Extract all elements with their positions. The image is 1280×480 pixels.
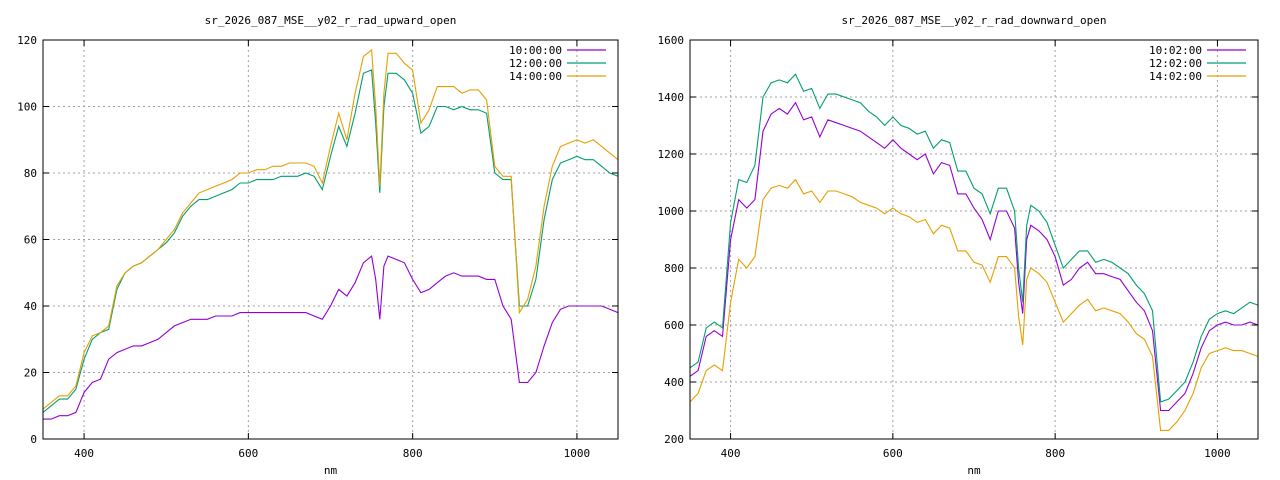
x-axis-label: nm — [324, 464, 338, 477]
y-tick-label: 120 — [17, 34, 37, 47]
x-tick-label: 400 — [721, 447, 741, 460]
series-line-14:02:00 — [689, 178, 1259, 431]
y-tick-label: 60 — [24, 234, 37, 247]
y-tick-label: 800 — [664, 262, 684, 275]
x-tick-label: 400 — [74, 447, 94, 460]
y-tick-label: 400 — [664, 376, 684, 389]
y-tick-label: 80 — [24, 167, 37, 180]
plot-frame — [689, 39, 1259, 440]
chart-title: sr_2026_087_MSE__y02_r_rad_upward_open — [205, 14, 457, 27]
y-tick-label: 0 — [30, 433, 37, 446]
series-line-10:00:00 — [43, 255, 619, 420]
y-tick-label: 100 — [17, 101, 37, 114]
series-line-12:00:00 — [42, 69, 619, 413]
legend-label: 10:00:00 — [509, 44, 562, 57]
y-tick-label: 600 — [664, 319, 684, 332]
downward-chart-panel: 400 600 800 1000 200 400 600 800 1000 1200 1400 160… — [658, 14, 1259, 477]
x-tick-label: 800 — [1045, 447, 1065, 460]
legend-label: 12:00:00 — [509, 57, 562, 70]
series-line-12:02:00 — [689, 73, 1259, 403]
y-tick-label: 200 — [664, 433, 684, 446]
y-tick-label: 1200 — [658, 148, 685, 161]
legend-label: 14:02:00 — [1149, 70, 1202, 83]
y-tick-label: 1400 — [658, 91, 685, 104]
x-axis-label: nm — [967, 464, 981, 477]
legend-label: 12:02:00 — [1149, 57, 1202, 70]
x-tick-label: 1000 — [1204, 447, 1231, 460]
chart-title: sr_2026_087_MSE__y02_r_rad_downward_open — [842, 14, 1107, 27]
legend-label: 14:00:00 — [509, 70, 562, 83]
series-line-14:00:00 — [42, 48, 619, 410]
upward-chart-panel: 400 600 800 1000 0 20 40 60 80 100 120 sr_2026_087_… — [17, 14, 619, 477]
y-tick-label: 1600 — [658, 34, 685, 47]
series-line-10:02:00 — [689, 101, 1259, 412]
y-tick-label: 20 — [24, 367, 37, 380]
y-tick-label: 1000 — [658, 205, 685, 218]
legend-label: 10:02:00 — [1149, 44, 1202, 57]
y-tick-label: 40 — [24, 300, 37, 313]
x-tick-label: 600 — [883, 447, 903, 460]
x-tick-label: 600 — [238, 447, 258, 460]
x-tick-label: 1000 — [564, 447, 591, 460]
x-tick-label: 800 — [403, 447, 423, 460]
